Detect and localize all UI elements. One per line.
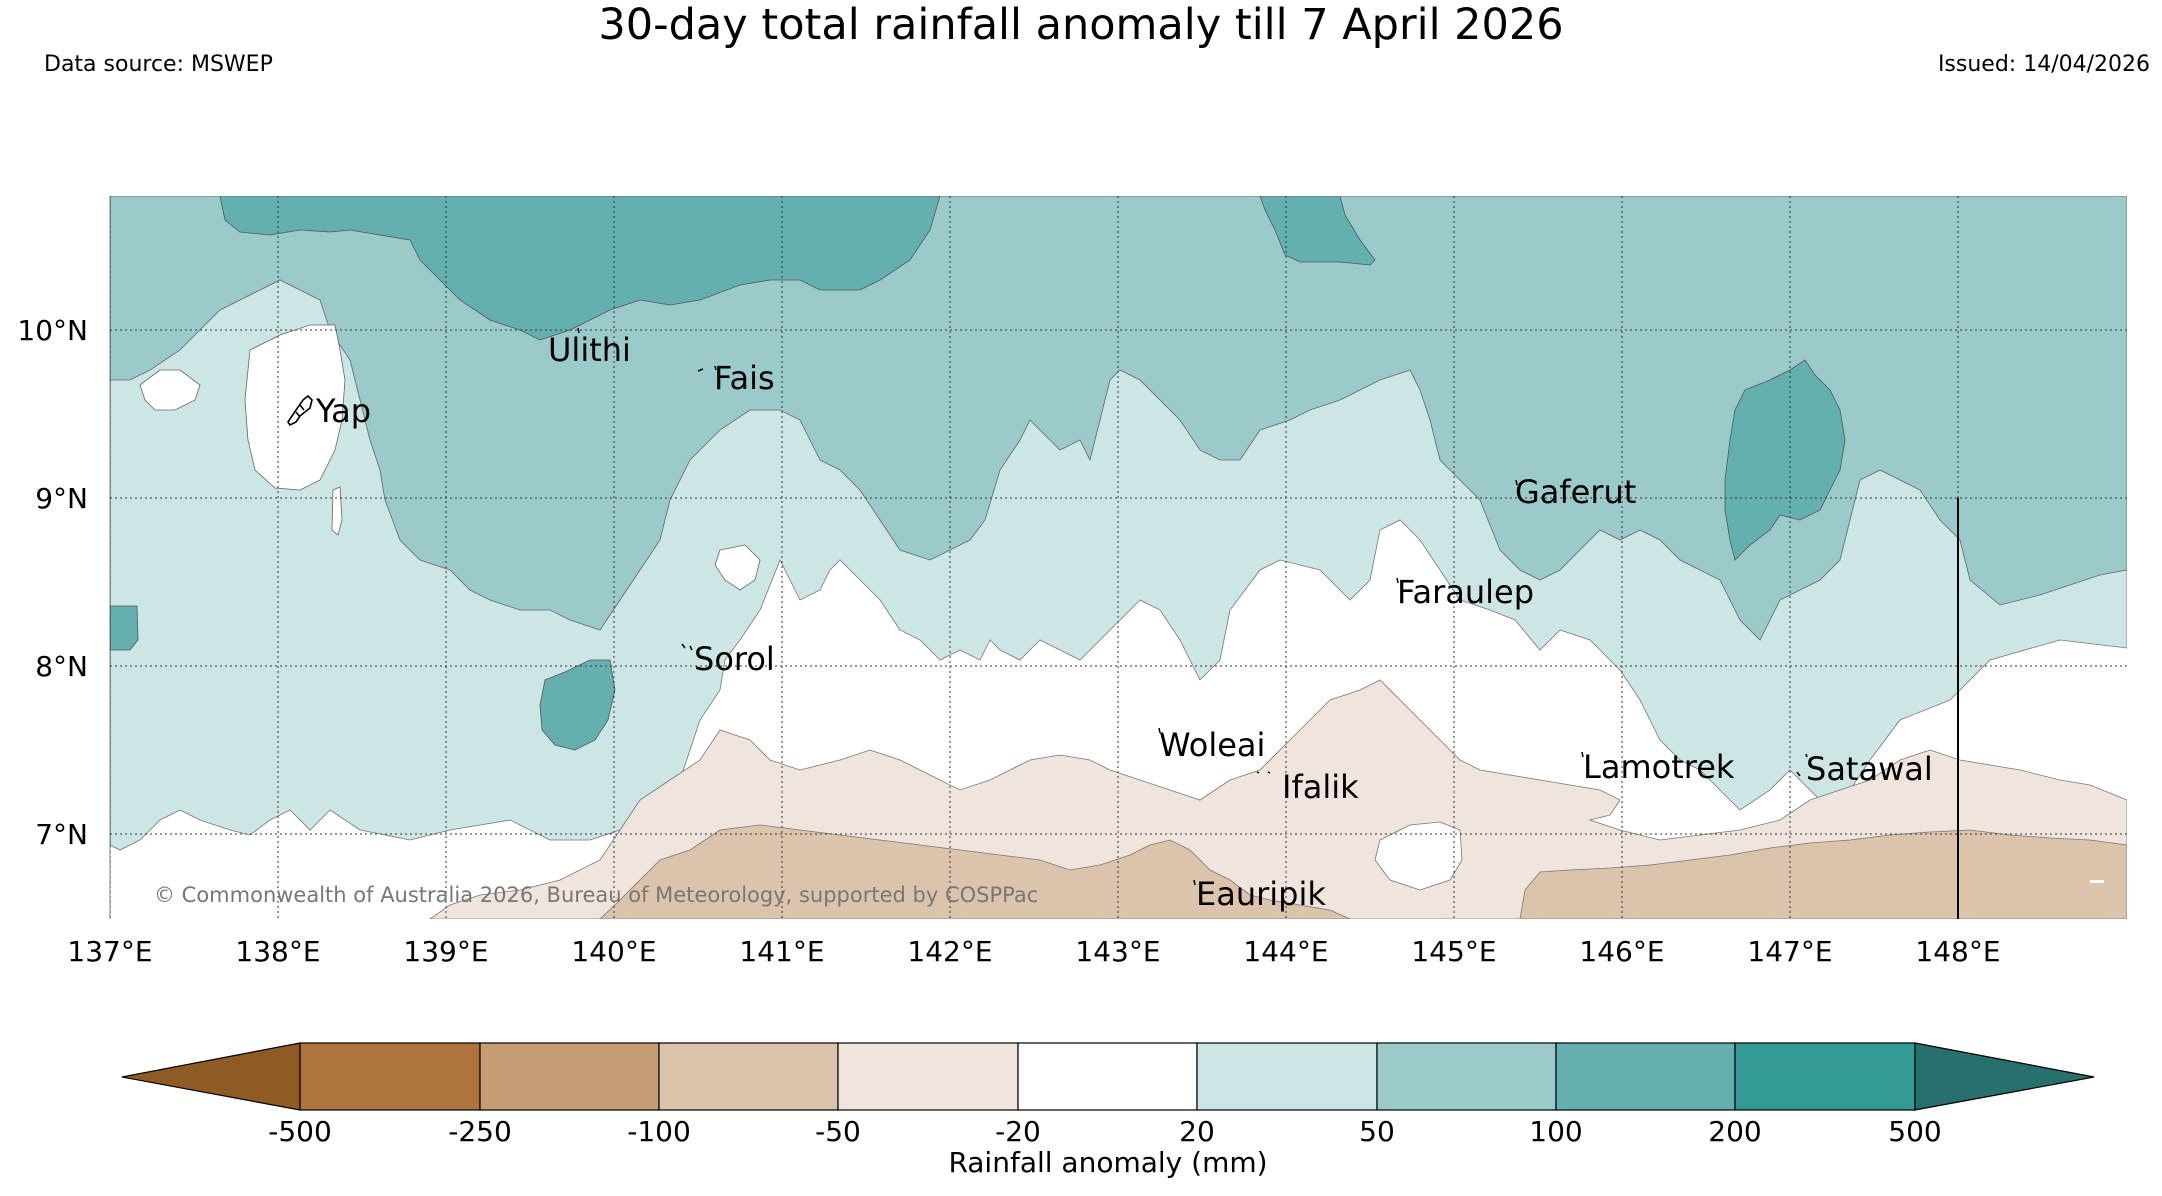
anomaly-neg-50-100-region (599, 824, 1351, 919)
colorbar-tick-neg50: -50 (815, 1115, 861, 1148)
colorbar-tick-200: 200 (1708, 1115, 1761, 1148)
central-low-anomaly-patch (714, 544, 761, 591)
lon-label-144e: 144°E (1243, 935, 1328, 968)
colorbar-extend-low (121, 1042, 301, 1111)
colorbar-tick-100: 100 (1529, 1115, 1582, 1148)
satawal-marker (1796, 753, 1808, 777)
gaferut-marker (1515, 479, 1518, 486)
colorbar-tick-neg100: -100 (627, 1115, 691, 1148)
sorol-marker (681, 643, 693, 651)
faraulep-marker (1396, 577, 1399, 584)
lon-label-147e: 147°E (1747, 935, 1832, 968)
colorbar-tick-500: 500 (1888, 1115, 1941, 1148)
colorbar-bin-6 (1196, 1042, 1378, 1111)
data-source: Data source: MSWEP (44, 52, 273, 77)
graticule (110, 196, 2127, 919)
lon-label-142e: 142°E (907, 935, 992, 968)
colorbar-extend-high (1914, 1042, 2095, 1111)
island-markers (577, 327, 1808, 886)
fais-marker (697, 365, 717, 372)
lat-label-10n: 10°N (17, 314, 88, 347)
colorbar-tick-neg500: -500 (268, 1115, 332, 1148)
colorbar-bin-7 (1376, 1042, 1557, 1111)
colorbar-bin-5 (1017, 1042, 1198, 1111)
lon-label-148e: 148°E (1915, 935, 2000, 968)
east-low-anomaly-patch (1374, 821, 1463, 891)
lon-label-138e: 138°E (235, 935, 320, 968)
lon-label-141e: 141°E (739, 935, 824, 968)
place-eauripik: Eauripik (1196, 875, 1326, 913)
anomaly-100-200-west (110, 605, 139, 651)
colorbar-bin-3 (658, 1042, 839, 1111)
anomaly-100-200-east (1724, 359, 1846, 561)
colorbar-bin-9 (1734, 1042, 1916, 1111)
colorbar-bin-4 (837, 1042, 1019, 1111)
place-satawal: Satawal (1806, 750, 1933, 788)
lon-label-145e: 145°E (1411, 935, 1496, 968)
lon-label-146e: 146°E (1579, 935, 1664, 968)
yap-island-icon (287, 394, 313, 427)
colorbar-bin-8 (1555, 1042, 1736, 1111)
lamotrek-marker (1581, 751, 1584, 758)
chart-title: 30-day total rainfall anomaly till 7 Apr… (598, 0, 1564, 50)
lon-label-137e: 137°E (67, 935, 152, 968)
colorbar-label: Rainfall anomaly (mm) (948, 1146, 1267, 1179)
woleai-marker (1158, 727, 1161, 734)
yap-low-anomaly-patch (244, 324, 346, 491)
yap-low-anomaly-strip (331, 486, 343, 536)
ulithi-marker (577, 327, 580, 334)
place-yap: Yap (315, 392, 371, 430)
lon-label-140e: 140°E (571, 935, 656, 968)
place-sorol: Sorol (694, 640, 775, 678)
lat-label-8n: 8°N (35, 650, 88, 683)
place-gaferut: Gaferut (1515, 473, 1636, 511)
place-lamotrek: Lamotrek (1583, 748, 1735, 786)
anomaly-100-200-sw (539, 659, 616, 751)
copyright-notice: © Commonwealth of Australia 2026, Bureau… (154, 883, 1038, 907)
anomaly-neg-50-100-east (1519, 829, 2127, 919)
east-white-fleck (2090, 880, 2104, 883)
place-woleai: Woleai (1159, 726, 1265, 764)
colorbar-tick-20: 20 (1179, 1115, 1215, 1148)
colorbar-tick-50: 50 (1359, 1115, 1395, 1148)
colorbar-bin-1 (299, 1042, 481, 1111)
map-plot-area: Ulithi Fais Yap Gaferut Faraulep Sorol W… (110, 196, 2127, 919)
colorbar (121, 1042, 2095, 1111)
lat-label-7n: 7°N (35, 818, 88, 851)
issued-date: Issued: 14/04/2026 (1937, 52, 2150, 77)
colorbar-tick-neg20: -20 (995, 1115, 1041, 1148)
ifalik-marker (1256, 771, 1271, 774)
place-ulithi: Ulithi (548, 331, 631, 369)
lon-label-139e: 139°E (403, 935, 488, 968)
anomaly-100-200-ne (1259, 196, 1376, 266)
lat-label-9n: 9°N (35, 482, 88, 515)
eauripik-marker (1193, 879, 1196, 886)
place-faraulep: Faraulep (1397, 573, 1534, 611)
yap-low-anomaly-patch-small (139, 369, 201, 411)
place-ifalik: Ifalik (1282, 768, 1359, 806)
place-fais: Fais (714, 359, 775, 397)
colorbar-tick-neg250: -250 (448, 1115, 512, 1148)
lon-label-143e: 143°E (1075, 935, 1160, 968)
colorbar-bin-2 (479, 1042, 660, 1111)
